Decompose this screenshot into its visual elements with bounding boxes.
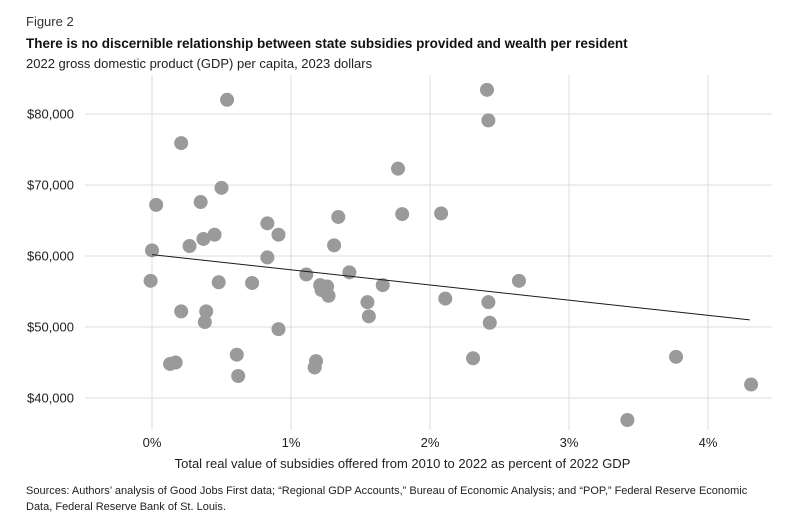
data-point [391, 161, 406, 176]
data-point [299, 267, 314, 282]
data-point [375, 278, 390, 293]
data-points [143, 82, 759, 428]
x-tick-label: 1% [282, 435, 301, 450]
data-point [207, 227, 222, 242]
x-tick-label: 0% [143, 435, 162, 450]
data-point [271, 227, 286, 242]
y-tick-label: $70,000 [27, 178, 74, 193]
data-point [260, 250, 275, 265]
figure-label: Figure 2 [26, 14, 74, 29]
data-point [196, 231, 211, 246]
data-point [143, 273, 158, 288]
axis-ticks: $40,000 $50,000 $60,000 $70,000 $80,000 0% 1% 2… [27, 107, 718, 451]
data-point [479, 82, 494, 97]
data-point [511, 273, 526, 288]
data-point [199, 304, 214, 319]
data-point [744, 377, 759, 392]
y-tick-label: $60,000 [27, 249, 74, 264]
data-point [481, 295, 496, 310]
data-point [321, 288, 336, 303]
data-point [229, 347, 244, 362]
data-point [197, 315, 212, 330]
trendline [151, 254, 750, 321]
data-point [193, 195, 208, 210]
gridlines [85, 75, 772, 430]
data-point [260, 216, 275, 231]
y-tick-label: $40,000 [27, 391, 74, 406]
y-tick-label: $80,000 [27, 107, 74, 122]
data-point [331, 209, 346, 224]
data-point [395, 207, 410, 222]
data-point [361, 309, 376, 324]
data-point [481, 113, 496, 128]
data-point [309, 354, 324, 369]
data-point [482, 315, 497, 330]
x-tick-label: 3% [560, 435, 579, 450]
data-point [231, 368, 246, 383]
data-point [168, 355, 183, 370]
x-tick-label: 4% [699, 435, 718, 450]
data-point [342, 265, 357, 280]
data-point [434, 206, 449, 221]
data-point [245, 275, 260, 290]
data-point [438, 291, 453, 306]
data-point [466, 351, 481, 366]
x-tick-label: 2% [421, 435, 440, 450]
data-point [211, 275, 226, 290]
data-point [214, 180, 229, 195]
trendline-group [151, 254, 750, 321]
x-axis-label: Total real value of subsidies offered fr… [174, 456, 631, 471]
source-note: Sources: Authors’ analysis of Good Jobs … [26, 485, 748, 513]
data-point [620, 413, 635, 428]
data-point [360, 295, 375, 310]
y-tick-label: $50,000 [27, 320, 74, 335]
chart-subtitle: 2022 gross domestic product (GDP) per ca… [26, 56, 373, 71]
data-point [145, 243, 159, 258]
data-point [182, 239, 197, 254]
data-point [174, 136, 189, 151]
data-point [220, 92, 235, 107]
data-point [271, 322, 286, 337]
data-point [669, 349, 684, 364]
chart-title: There is no discernible relationship bet… [26, 36, 628, 51]
data-point [149, 197, 164, 212]
data-point [174, 304, 189, 319]
data-point [327, 238, 342, 253]
scatter-chart: $40,000 $50,000 $60,000 $70,000 $80,000 0% 1% 2… [27, 75, 772, 451]
